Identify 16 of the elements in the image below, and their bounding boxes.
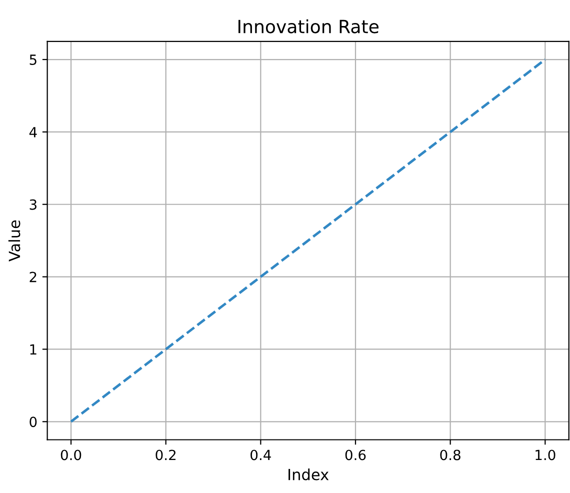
x-tick-label: 0.2: [156, 450, 176, 460]
y-tick-label: 1: [30, 344, 36, 354]
y-tick-label: 4: [29, 127, 37, 138]
y-tick-label: 5: [30, 54, 36, 65]
x-tick-label: 0.8: [440, 450, 460, 460]
x-tick-label: 1.0: [536, 450, 556, 460]
x-tick-label: 0.6: [345, 450, 366, 460]
x-tick-label: 0.4: [250, 450, 271, 460]
line-series: [70, 58, 546, 423]
y-tick-label: 2: [30, 272, 36, 282]
y-tick-label: 3: [30, 199, 36, 210]
chart-title: Innovation Rate: [238, 19, 378, 34]
x-tick-label: 0.0: [60, 450, 82, 460]
y-axis-title: Value: [8, 220, 20, 262]
y-tick-label: 0: [30, 416, 37, 428]
x-axis-title: Index: [288, 468, 329, 480]
